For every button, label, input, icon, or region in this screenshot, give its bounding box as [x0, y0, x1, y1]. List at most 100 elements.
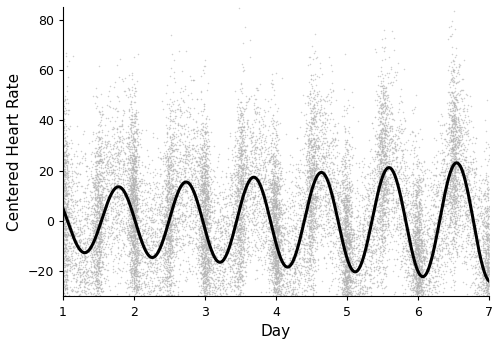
- Point: [350, 298, 358, 303]
- Point: [166, 190, 174, 196]
- Point: [130, 205, 138, 210]
- Point: [144, 315, 152, 321]
- Point: [270, 330, 278, 336]
- Point: [129, 175, 137, 180]
- Point: [438, 244, 446, 250]
- Point: [452, 170, 460, 175]
- Point: [176, 197, 184, 202]
- Point: [162, 182, 170, 188]
- Point: [342, 284, 349, 290]
- Point: [413, 300, 421, 306]
- Point: [152, 192, 160, 197]
- Point: [274, 248, 281, 253]
- Point: [148, 280, 156, 285]
- Point: [410, 299, 418, 305]
- Point: [308, 169, 316, 174]
- Point: [418, 291, 426, 296]
- Point: [348, 277, 356, 282]
- Point: [326, 200, 334, 205]
- Point: [306, 197, 314, 202]
- Point: [405, 237, 413, 243]
- Point: [218, 225, 226, 231]
- Point: [402, 181, 410, 186]
- Point: [136, 219, 144, 224]
- Point: [412, 316, 420, 322]
- Point: [396, 266, 404, 272]
- Point: [464, 160, 472, 165]
- Point: [485, 318, 493, 324]
- Point: [120, 162, 128, 168]
- Point: [463, 211, 471, 217]
- Point: [168, 264, 176, 269]
- Point: [476, 280, 484, 285]
- Point: [306, 138, 314, 144]
- Point: [198, 182, 206, 188]
- Point: [110, 257, 118, 262]
- Point: [83, 240, 91, 245]
- Point: [268, 182, 276, 188]
- Point: [203, 258, 211, 263]
- Point: [329, 172, 337, 177]
- Point: [341, 160, 349, 165]
- Point: [379, 150, 387, 155]
- Point: [61, 215, 69, 220]
- Point: [349, 307, 357, 313]
- Point: [89, 233, 97, 239]
- Point: [371, 175, 379, 181]
- Point: [312, 303, 320, 309]
- Point: [155, 212, 163, 217]
- Point: [239, 181, 247, 186]
- Point: [60, 237, 68, 242]
- Point: [472, 158, 480, 164]
- Point: [337, 235, 345, 240]
- Point: [484, 266, 492, 272]
- Point: [95, 247, 103, 252]
- Point: [341, 266, 349, 272]
- Point: [425, 257, 433, 263]
- Point: [162, 236, 170, 242]
- Point: [130, 225, 138, 230]
- Point: [376, 119, 384, 125]
- Point: [252, 253, 260, 258]
- Point: [202, 226, 210, 231]
- Point: [302, 126, 310, 131]
- Point: [438, 164, 446, 169]
- Point: [166, 199, 174, 204]
- Point: [232, 326, 240, 331]
- Point: [454, 250, 462, 255]
- Point: [116, 211, 124, 216]
- Point: [338, 248, 345, 254]
- Point: [345, 179, 353, 185]
- Point: [384, 129, 392, 135]
- Point: [412, 229, 420, 235]
- Point: [456, 193, 464, 199]
- Point: [97, 146, 105, 152]
- Point: [276, 301, 283, 307]
- Point: [319, 209, 327, 214]
- Point: [456, 135, 464, 140]
- Point: [381, 182, 389, 188]
- Point: [93, 224, 101, 229]
- Point: [326, 233, 334, 238]
- Point: [379, 95, 387, 100]
- Point: [197, 189, 205, 194]
- Point: [128, 228, 136, 234]
- Point: [122, 252, 130, 257]
- Point: [344, 259, 352, 265]
- Point: [448, 113, 456, 119]
- Point: [76, 301, 84, 307]
- Point: [270, 249, 278, 254]
- Point: [165, 184, 173, 190]
- Point: [369, 192, 377, 198]
- Point: [418, 314, 426, 320]
- Point: [360, 252, 368, 258]
- Point: [207, 239, 215, 245]
- Point: [344, 236, 351, 241]
- Point: [359, 290, 367, 296]
- Point: [236, 260, 244, 265]
- Point: [162, 219, 170, 225]
- Point: [172, 191, 180, 197]
- Point: [202, 273, 209, 279]
- Point: [304, 191, 312, 197]
- Point: [379, 216, 387, 222]
